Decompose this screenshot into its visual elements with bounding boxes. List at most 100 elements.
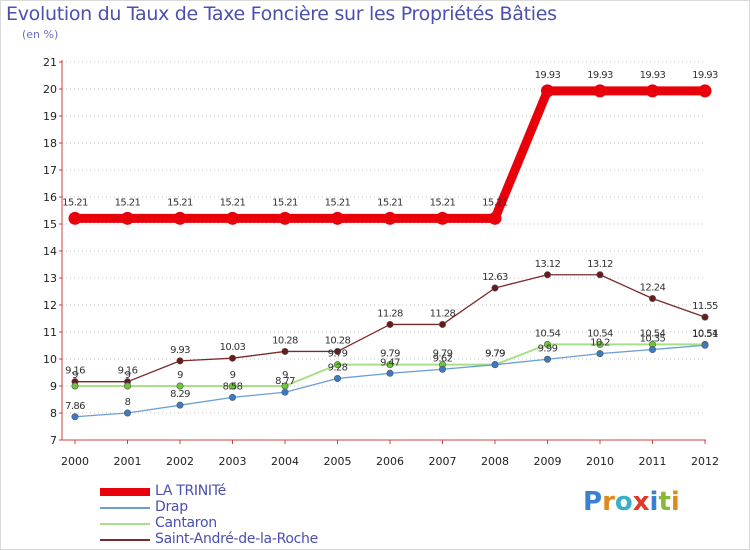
data-point-cantaron <box>229 382 237 390</box>
data-point-drap <box>229 393 237 401</box>
data-label-drap: 7.86 <box>65 401 85 412</box>
data-point-saint-andr-de-la-roche <box>176 357 184 365</box>
data-point-saint-andr-de-la-roche <box>543 271 551 279</box>
data-point-saint-andr-de-la-roche <box>333 347 341 355</box>
x-tick-label: 2002 <box>166 455 194 468</box>
data-point-drap <box>71 413 79 421</box>
data-point-drap <box>701 341 709 349</box>
x-tick-label: 2010 <box>586 455 614 468</box>
x-tick-label: 2011 <box>639 455 667 468</box>
data-label-saint-andr-de-la-roche: 12.63 <box>482 272 508 283</box>
data-label-cantaron: 9.79 <box>380 349 400 360</box>
data-point-cantaron <box>333 361 341 369</box>
data-point-cantaron <box>386 361 394 369</box>
data-label-la-trinit: 15.21 <box>272 197 298 208</box>
data-point-la-trinit <box>278 211 292 225</box>
legend-swatch <box>100 539 150 541</box>
data-label-cantaron: 9 <box>230 370 236 381</box>
data-label-la-trinit: 19.93 <box>587 70 613 81</box>
data-label-drap: 8.77 <box>275 376 295 387</box>
legend-label: Saint-André-de-la-Roche <box>155 531 318 547</box>
chart-subtitle: (en %) <box>22 28 59 41</box>
y-tick-label: 8 <box>50 407 57 420</box>
data-point-saint-andr-de-la-roche <box>438 320 446 328</box>
data-point-drap <box>648 346 656 354</box>
data-label-saint-andr-de-la-roche: 11.28 <box>377 308 403 319</box>
line-chart: 7 8 9 10 11 12 13 14 15 16 17 18 19 20 21 2000 2001 2002 2… <box>43 56 719 468</box>
data-point-saint-andr-de-la-roche <box>491 284 499 292</box>
data-point-saint-andr-de-la-roche <box>281 347 289 355</box>
y-tick-label: 11 <box>43 326 57 339</box>
data-label-saint-andr-de-la-roche: 10.03 <box>220 342 246 353</box>
data-point-la-trinit <box>226 211 239 225</box>
data-label-drap: 9.28 <box>328 362 348 373</box>
y-tick-label: 7 <box>50 434 57 447</box>
y-tick-label: 21 <box>43 56 57 69</box>
data-label-drap: 10.51 <box>692 329 718 340</box>
data-label-cantaron: 9 <box>125 370 131 381</box>
y-tick-label: 10 <box>43 353 57 366</box>
data-point-la-trinit <box>68 211 82 225</box>
data-point-drap <box>438 365 446 373</box>
data-point-saint-andr-de-la-roche <box>701 313 709 321</box>
data-point-cantaron <box>176 382 184 390</box>
data-label-saint-andr-de-la-roche: 11.55 <box>692 301 718 312</box>
data-point-drap <box>124 409 132 417</box>
data-label-la-trinit: 15.21 <box>62 197 88 208</box>
data-point-drap <box>491 361 499 369</box>
data-point-cantaron <box>596 340 604 348</box>
data-label-cantaron: 10.54 <box>535 328 561 339</box>
data-label-saint-andr-de-la-roche: 9.93 <box>170 345 190 356</box>
data-label-drap: 9.99 <box>538 343 558 354</box>
legend-label: Cantaron <box>155 515 217 531</box>
y-tick-label: 17 <box>43 164 57 177</box>
y-tick-label: 16 <box>43 191 57 204</box>
x-tick-label: 2001 <box>114 455 142 468</box>
chart-title: Evolution du Taux de Taxe Foncière sur l… <box>6 3 557 25</box>
data-label-la-trinit: 15.21 <box>377 197 403 208</box>
data-label-drap: 9.79 <box>485 349 505 360</box>
legend-swatch <box>100 507 150 509</box>
data-point-saint-andr-de-la-roche <box>596 271 604 279</box>
data-point-la-trinit <box>488 211 502 225</box>
data-point-la-trinit <box>593 84 607 98</box>
data-point-drap <box>386 369 394 377</box>
data-point-la-trinit <box>541 84 554 98</box>
data-point-cantaron <box>71 382 79 390</box>
data-label-cantaron: 10.54 <box>587 328 613 339</box>
x-tick-label: 2004 <box>271 455 299 468</box>
data-label-drap: 8.29 <box>170 389 190 400</box>
data-label-la-trinit: 19.93 <box>535 70 561 81</box>
proxiti-logo: Proxiti <box>583 487 680 517</box>
data-label-drap: 8 <box>125 397 131 408</box>
y-tick-label: 13 <box>43 272 57 285</box>
data-label-drap: 10.2 <box>590 338 610 349</box>
data-label-cantaron: 9.79 <box>485 349 505 360</box>
x-tick-label: 2008 <box>481 455 509 468</box>
data-point-cantaron <box>124 382 132 390</box>
legend-swatch <box>100 523 150 525</box>
legend-label: LA TRINITé <box>155 483 226 499</box>
data-label-saint-andr-de-la-roche: 12.24 <box>640 283 666 294</box>
y-tick-label: 14 <box>43 245 57 258</box>
data-label-la-trinit: 19.93 <box>692 70 718 81</box>
data-label-cantaron: 9 <box>177 370 183 381</box>
data-label-saint-andr-de-la-roche: 13.12 <box>587 259 613 270</box>
data-label-drap: 9.47 <box>380 357 400 368</box>
legend-label: Drap <box>155 499 188 515</box>
data-point-drap <box>596 350 604 358</box>
data-label-la-trinit: 15.21 <box>220 197 246 208</box>
data-point-drap <box>333 374 341 382</box>
data-label-drap: 8.58 <box>223 381 243 392</box>
y-tick-label: 18 <box>43 137 57 150</box>
data-point-la-trinit <box>383 211 397 225</box>
data-label-cantaron: 9 <box>72 370 78 381</box>
data-label-drap: 10.35 <box>640 334 666 345</box>
data-point-saint-andr-de-la-roche <box>386 320 394 328</box>
data-label-cantaron: 9.79 <box>433 349 453 360</box>
data-label-la-trinit: 15.21 <box>325 197 351 208</box>
data-point-drap <box>281 388 289 396</box>
data-point-la-trinit <box>436 211 449 225</box>
y-tick-label: 19 <box>43 110 57 123</box>
data-label-la-trinit: 15.21 <box>430 197 456 208</box>
